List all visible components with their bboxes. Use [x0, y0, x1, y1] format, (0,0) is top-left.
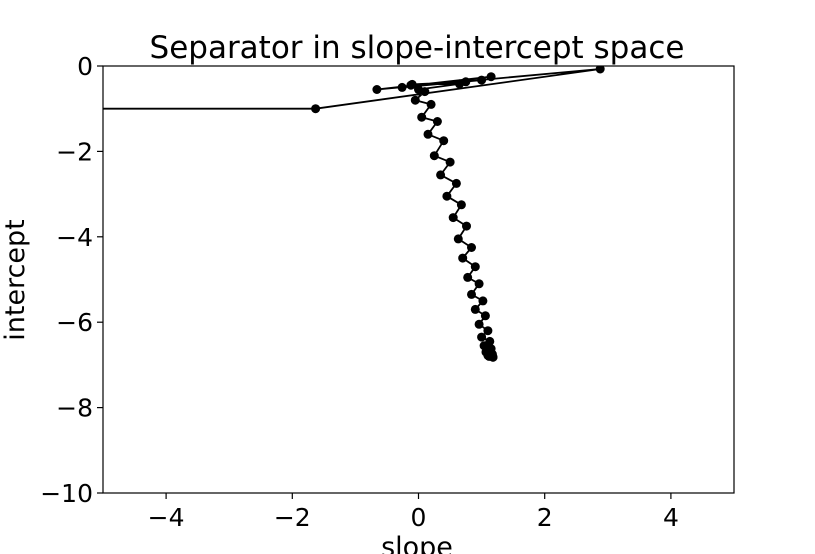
plot-frame — [102, 65, 735, 494]
y-tick-label: −4 — [56, 223, 93, 252]
series-line — [103, 68, 602, 359]
x-tick-label: 4 — [663, 503, 679, 532]
data-point — [407, 79, 417, 89]
y-tick-label: −6 — [56, 308, 93, 337]
x-axis-label: slope — [381, 532, 453, 554]
data-point — [426, 99, 436, 109]
y-tick-label: −8 — [56, 394, 93, 423]
data-point — [311, 104, 321, 114]
plot-area: −4 −2 0 2 4 0 −2 −4 −6 −8 −10 — [40, 52, 735, 532]
y-axis-label: intercept — [0, 219, 31, 341]
data-point — [477, 332, 487, 342]
data-point — [455, 79, 464, 89]
data-point — [474, 319, 484, 329]
data-point — [458, 253, 468, 263]
data-point — [397, 82, 407, 92]
data-point — [420, 87, 430, 97]
data-point — [470, 262, 480, 272]
data-point — [372, 85, 382, 94]
x-tick-label: −4 — [148, 503, 185, 532]
data-point — [456, 200, 466, 210]
chart-title: Separator in slope-intercept space — [150, 30, 685, 66]
x-tick-label: −2 — [274, 503, 311, 532]
series-layer — [67, 66, 605, 362]
data-point — [429, 151, 439, 161]
data-point — [462, 221, 471, 231]
data-point — [483, 326, 493, 336]
data-point — [423, 129, 433, 139]
data-point — [453, 234, 463, 244]
data-point — [477, 75, 487, 85]
data-point — [467, 243, 476, 252]
data-point — [486, 72, 496, 82]
data-point — [470, 304, 480, 314]
data-point — [474, 279, 484, 289]
data-point — [595, 66, 605, 74]
data-point — [417, 112, 427, 122]
data-point — [436, 170, 446, 180]
data-point — [448, 213, 458, 223]
data-point — [463, 272, 473, 282]
data-point — [442, 191, 452, 201]
data-point — [467, 289, 476, 299]
data-point — [451, 178, 461, 188]
data-point — [410, 95, 420, 105]
y-tick-label: −2 — [56, 137, 93, 166]
data-point — [445, 157, 455, 167]
y-tick-label: 0 — [77, 52, 93, 81]
x-tick-label: 0 — [411, 503, 427, 532]
data-point — [478, 296, 488, 306]
data-point — [67, 104, 76, 113]
data-point — [439, 136, 449, 146]
data-point — [487, 349, 497, 359]
y-tick-label: −10 — [40, 479, 93, 508]
data-point — [480, 311, 490, 321]
data-point — [432, 117, 442, 126]
x-tick-label: 2 — [537, 503, 553, 532]
